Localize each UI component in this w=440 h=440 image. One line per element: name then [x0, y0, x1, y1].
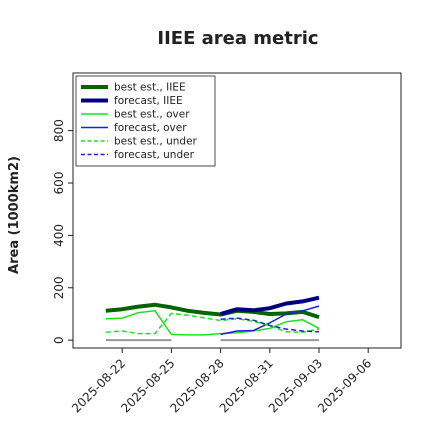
series-line-1 — [220, 295, 320, 316]
legend-label: forecast, over — [114, 122, 187, 134]
y-tick-label: 600 — [52, 172, 66, 195]
y-tick-label: 400 — [52, 224, 66, 247]
legend-label: forecast, IIEE — [114, 95, 183, 107]
y-axis-ticks: 0 200 400 600 800 — [52, 119, 73, 344]
y-axis-label: Area (1000km2) — [7, 156, 22, 274]
plot-lines — [105, 295, 320, 336]
series-line-0 — [105, 302, 320, 320]
plot-frame — [72, 72, 402, 349]
y-tick-label: 800 — [52, 119, 66, 142]
chart-title: IIEE area metric — [157, 28, 318, 49]
legend-label: best est., IIEE — [114, 82, 186, 94]
legend-label: best est., over — [114, 109, 190, 121]
y-tick-label: 0 — [52, 336, 66, 344]
legend-label: forecast, under — [114, 149, 195, 161]
y-tick-label: 200 — [52, 276, 66, 299]
legend-label: best est., under — [114, 136, 198, 148]
series-line-4 — [105, 312, 320, 335]
legend-box — [75, 75, 216, 167]
x-axis-ticks: 2025-08-222025-08-252025-08-282025-08-31… — [69, 348, 374, 415]
series-line-3 — [220, 305, 320, 336]
series-line-5 — [220, 317, 320, 333]
series-line-2 — [105, 310, 320, 336]
